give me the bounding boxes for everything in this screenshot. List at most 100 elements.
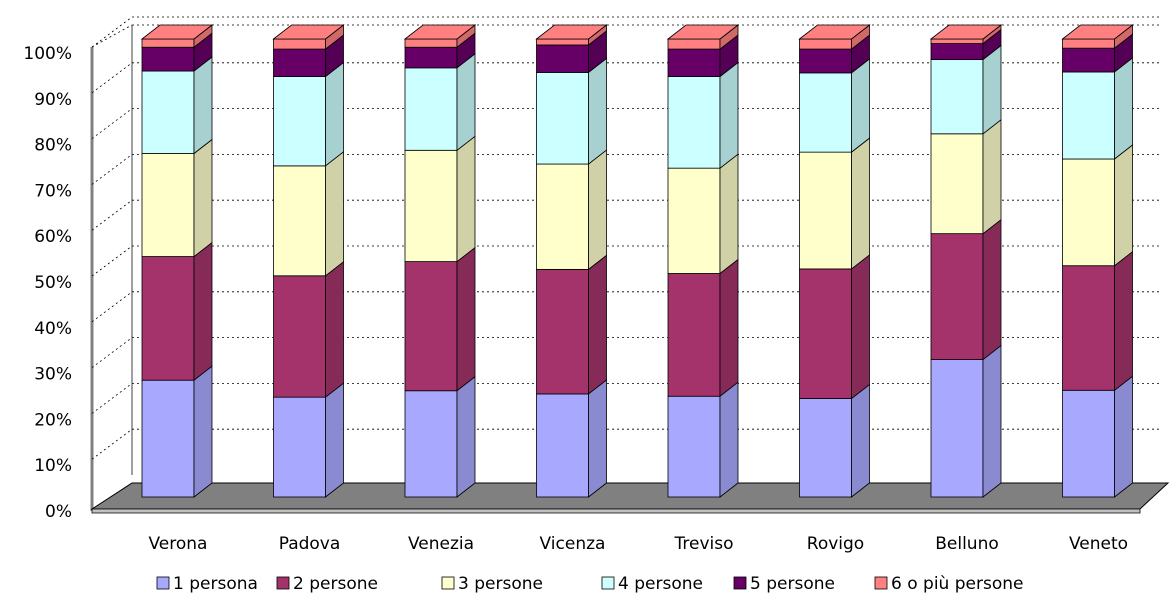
gridline-diagonal xyxy=(91,199,133,231)
x-tick-label: Padova xyxy=(279,534,341,554)
legend: 1 persona 2 persone 3 persone 4 persone 5 pe… xyxy=(156,574,1023,594)
bar-segment-rovigo-4 xyxy=(799,58,870,153)
x-axis-tick-labels: Verona Padova Venezia Vicenza Treviso Rovigo B… xyxy=(149,534,1129,554)
gridline-diagonal xyxy=(91,337,133,368)
x-tick-label: Veneto xyxy=(1069,534,1128,554)
legend-item: 5 persone xyxy=(733,574,835,594)
bar-segment-venezia-5 xyxy=(404,32,476,69)
gridline-diagonal xyxy=(91,154,133,185)
bar-segment-vicenza-5 xyxy=(536,30,607,74)
y-tick-label: 80% xyxy=(34,136,72,156)
y-tick-label: 40% xyxy=(34,319,72,339)
bar-segment-veneto-4 xyxy=(1062,57,1133,160)
bar-segment-vicenza-4 xyxy=(536,57,607,165)
gridline-diagonal xyxy=(91,383,133,414)
chart-floor xyxy=(90,482,1170,514)
bar-segment-padova-1 xyxy=(273,382,344,498)
y-tick-label: 70% xyxy=(34,181,72,201)
y-axis-tick-labels: 0% 10% 20% 30% 40% 50% 60% 70% 80% 90% 100% xyxy=(23,44,72,522)
y-tick-label: 10% xyxy=(34,456,72,476)
bar-segment-belluno-1 xyxy=(930,344,1002,498)
legend-swatch xyxy=(874,576,888,590)
bar-segment-padova-5 xyxy=(273,34,344,78)
legend-label: 5 persone xyxy=(750,574,835,594)
bar-segment-belluno-6 xyxy=(929,24,1003,45)
y-tick-label: 30% xyxy=(34,365,72,385)
bar-segment-verona-1 xyxy=(141,365,213,498)
bar-segment-verona-3 xyxy=(141,138,213,258)
bar-segment-verona-6 xyxy=(140,24,214,49)
x-tick-label: Venezia xyxy=(408,534,474,554)
bar-segment-belluno-2 xyxy=(930,218,1002,361)
bar-segment-padova-2 xyxy=(273,260,344,398)
floor-front-edge xyxy=(91,508,1141,514)
bar-segment-vicenza-6 xyxy=(535,24,608,46)
y-tick-label: 20% xyxy=(34,410,72,430)
bar-segment-belluno-3 xyxy=(930,118,1002,235)
bar-segment-treviso-3 xyxy=(667,153,739,275)
bar-segment-venezia-1 xyxy=(404,375,476,498)
legend-swatch xyxy=(733,576,747,590)
bar-segment-venezia-3 xyxy=(404,135,476,263)
y-tick-label: 60% xyxy=(34,227,72,247)
legend-label: 1 persona xyxy=(173,574,258,594)
chart-walls xyxy=(90,25,133,511)
y-tick-label: 0% xyxy=(45,502,72,522)
bar-segment-venezia-6 xyxy=(403,24,477,49)
legend-label: 2 persone xyxy=(293,574,378,594)
bar-segment-rovigo-6 xyxy=(798,24,871,50)
floor-top xyxy=(90,482,1170,510)
bar-segment-venezia-2 xyxy=(404,246,476,392)
gridline-diagonal xyxy=(91,62,133,94)
gridline-diagonal xyxy=(91,428,133,460)
legend-swatch xyxy=(601,576,615,590)
bar-segment-treviso-1 xyxy=(667,381,739,498)
legend-swatch xyxy=(156,576,170,590)
bar-segment-rovigo-2 xyxy=(799,254,870,400)
bar-segment-rovigo-3 xyxy=(799,137,870,270)
y-tick-label: 50% xyxy=(34,273,72,293)
bar-segment-vicenza-2 xyxy=(536,254,607,395)
legend-swatch xyxy=(441,576,455,590)
gridline-diagonal xyxy=(91,16,133,48)
bar-segment-rovigo-1 xyxy=(799,383,870,498)
bar-segment-treviso-4 xyxy=(667,61,739,169)
legend-item: 2 persone xyxy=(276,574,378,594)
bar-segment-veneto-2 xyxy=(1062,250,1133,392)
bar-segment-veneto-3 xyxy=(1062,144,1133,267)
bar-segment-treviso-6 xyxy=(666,24,740,50)
bar-segment-veneto-6 xyxy=(1061,24,1134,49)
bar-segment-belluno-4 xyxy=(930,44,1002,135)
bar-segment-rovigo-5 xyxy=(799,34,870,74)
bar-segment-verona-4 xyxy=(141,56,213,155)
bar-segment-padova-4 xyxy=(273,61,344,167)
bar-segment-padova-6 xyxy=(272,24,345,50)
x-tick-label: Treviso xyxy=(673,534,733,554)
gridline-diagonal xyxy=(91,245,133,277)
bar-segment-verona-2 xyxy=(141,241,213,382)
bar-segment-treviso-2 xyxy=(667,258,739,398)
bar-segment-veneto-1 xyxy=(1062,375,1133,498)
legend-label: 3 persone xyxy=(458,574,543,594)
bar-segment-padova-3 xyxy=(273,151,344,277)
x-tick-label: Belluno xyxy=(935,534,999,554)
legend-item: 3 persone xyxy=(441,574,543,594)
legend-item: 4 persone xyxy=(601,574,703,594)
legend-item: 6 o più persone xyxy=(874,574,1023,594)
legend-swatch xyxy=(276,576,290,590)
legend-label: 4 persone xyxy=(618,574,703,594)
y-tick-label: 90% xyxy=(34,90,72,110)
x-tick-label: Verona xyxy=(149,534,208,554)
bar-segment-vicenza-3 xyxy=(536,149,607,271)
bars xyxy=(140,24,1134,498)
bar-segment-vicenza-1 xyxy=(536,379,607,498)
legend-label: 6 o più persone xyxy=(891,574,1023,594)
bar-segment-treviso-5 xyxy=(667,34,739,78)
legend-item: 1 persona xyxy=(156,574,258,594)
gridline-diagonal xyxy=(91,291,133,323)
x-tick-label: Rovigo xyxy=(807,534,864,554)
gridline-diagonal xyxy=(91,108,133,139)
bar-segment-venezia-4 xyxy=(404,53,476,152)
